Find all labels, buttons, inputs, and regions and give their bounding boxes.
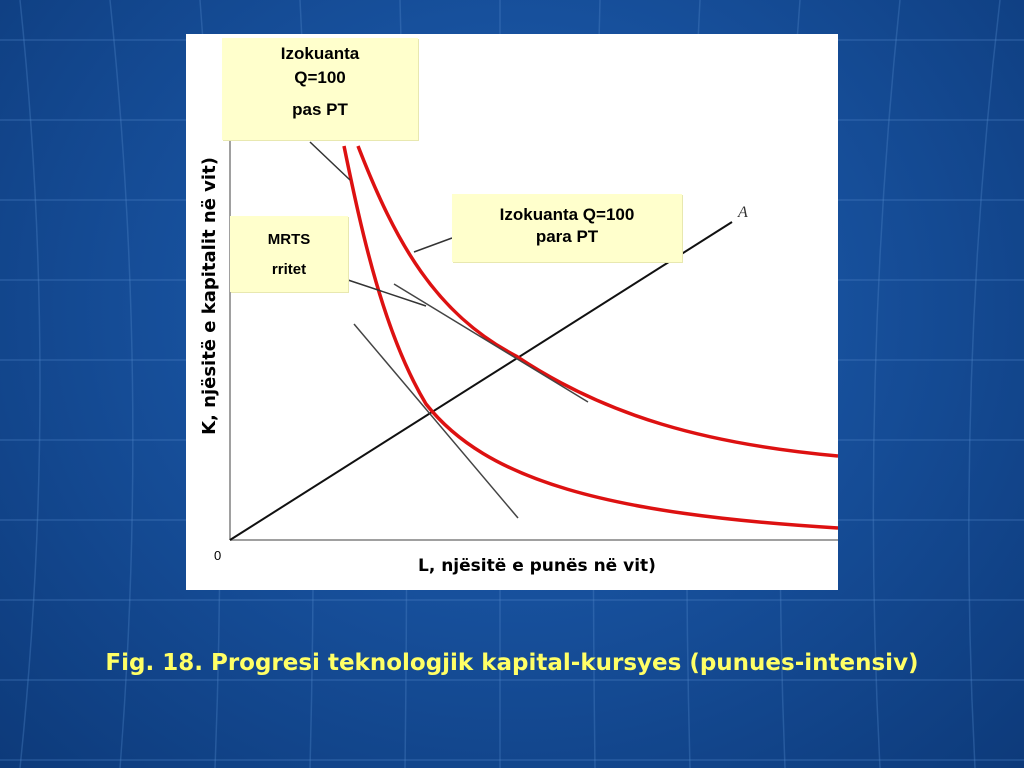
pointer-mrts [347, 279, 427, 307]
pointer-para-pt [413, 237, 453, 253]
x-axis-label: L, njësitë e punës në vit) [418, 556, 656, 576]
note-para-line1: Izokuanta Q=100 [499, 205, 635, 224]
ray-a-label: A [738, 204, 748, 221]
note-isoquant-para-pt: Izokuanta Q=100 para PT [452, 194, 682, 262]
tangent-line-para-pt [393, 283, 589, 403]
note-pas-line1: Izokuanta [280, 44, 360, 63]
note-pas-line3: pas PT [292, 100, 348, 119]
isoquant-pas-pt [342, 145, 838, 530]
note-mrts-line2: rritet [271, 261, 307, 278]
figure-panel: Izokuanta Q=100 pas PT Izokuanta Q=100 p… [186, 34, 838, 590]
note-para-line2: para PT [535, 227, 599, 246]
note-pas-line2: Q=100 [294, 68, 346, 87]
isoquant-para-pt [356, 145, 838, 458]
origin-label: 0 [214, 548, 222, 563]
pointer-pas-pt [309, 141, 351, 181]
note-mrts-line1: MRTS [267, 231, 311, 248]
figure-caption: Fig. 18. Progresi teknologjik kapital-ku… [105, 650, 919, 676]
tangent-line-pas-pt [353, 323, 519, 519]
ray-a-line [229, 221, 733, 541]
note-mrts: MRTS rritet [230, 216, 348, 292]
note-isoquant-pas-pt: Izokuanta Q=100 pas PT [222, 38, 418, 140]
isoquant-diagram [229, 134, 838, 541]
y-axis-label: K, njësitë e kapitalit në vit) [199, 157, 220, 435]
